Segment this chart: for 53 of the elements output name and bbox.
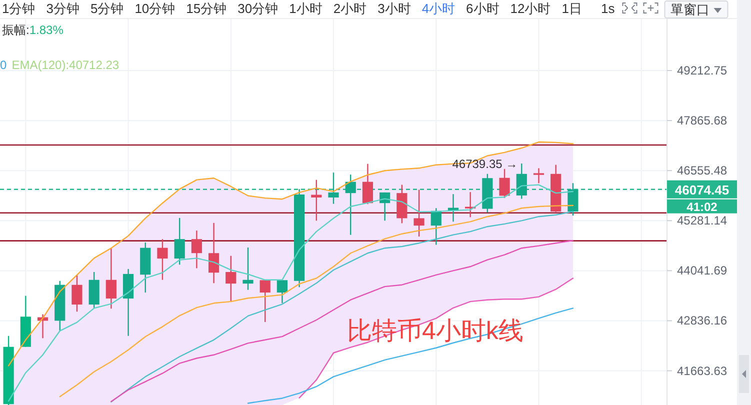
candlestick	[311, 179, 322, 222]
y-tick-label: 44041.69	[677, 264, 728, 278]
y-tick-label: 45281.14	[677, 214, 728, 228]
candlestick	[226, 255, 236, 302]
text: 41:02	[686, 200, 718, 214]
candlestick	[72, 274, 82, 312]
candlestick	[516, 162, 527, 200]
candlestick	[157, 238, 168, 280]
text: 10分钟	[134, 1, 176, 16]
text: 6小时	[466, 1, 500, 16]
candlestick	[533, 168, 544, 184]
text: 5分钟	[90, 1, 124, 16]
annotation: 0	[0, 58, 7, 72]
y-tick-label: 49212.75	[677, 64, 728, 78]
line-series	[8, 141, 574, 366]
y-tick-label: 47865.68	[677, 114, 728, 128]
text: 3分钟	[46, 1, 80, 16]
text: 1小时	[289, 1, 322, 16]
text: 1s	[600, 1, 616, 16]
candlestick	[362, 163, 374, 205]
text: 2小时	[333, 1, 367, 16]
text: 12小时	[510, 1, 551, 16]
candlestick	[242, 246, 254, 290]
text: 1分钟	[2, 1, 36, 16]
annotation: 1.83%	[29, 23, 64, 37]
y-tick-label: 42836.16	[677, 314, 728, 328]
candlestick	[106, 248, 116, 310]
candlestick	[430, 208, 442, 246]
line-series	[298, 278, 574, 399]
line-series	[247, 308, 574, 404]
text: 30分钟	[238, 1, 278, 16]
y-tick-label: 46555.48	[677, 164, 728, 178]
annotation: 46739.35 →	[452, 157, 518, 172]
candlestick	[191, 230, 202, 269]
text: 15分钟	[186, 1, 227, 16]
ref-line-label: 46074.45	[674, 182, 730, 198]
y-tick-label: 41663.63	[677, 364, 728, 378]
text: 1日	[562, 1, 582, 16]
annotation: EMA(120):40712.23	[12, 58, 120, 72]
text: 4小时	[422, 1, 456, 16]
candlestick	[345, 174, 356, 236]
candlestick	[499, 168, 510, 199]
candlestick	[276, 279, 288, 304]
candlestick	[414, 189, 424, 238]
candlestick	[260, 279, 270, 323]
annotation: 振幅:	[2, 23, 30, 37]
candlestick	[568, 182, 578, 216]
text: 單窗口	[670, 2, 710, 17]
candlestick	[174, 217, 185, 266]
candlestick	[328, 172, 339, 204]
line-series	[110, 240, 574, 402]
candlestick	[208, 222, 220, 284]
text: 3小时	[378, 1, 411, 16]
